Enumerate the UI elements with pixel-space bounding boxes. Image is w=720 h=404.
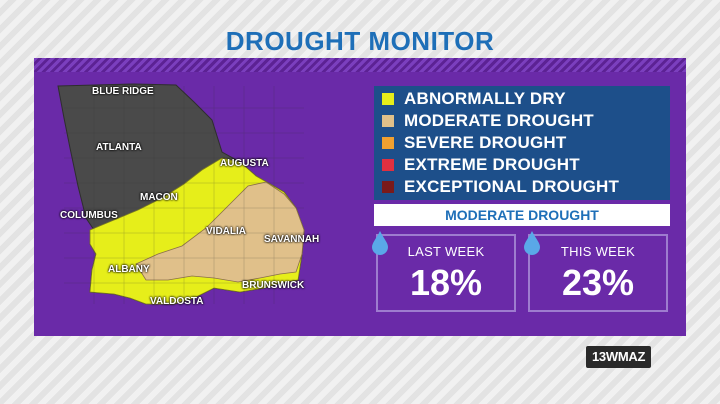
panel-top-stripe (34, 58, 686, 72)
legend-label: ABNORMALLY DRY (404, 89, 566, 108)
water-drop-icon (372, 231, 388, 255)
city-label-augusta: AUGUSTA (220, 158, 269, 169)
city-label-atlanta: ATLANTA (96, 142, 142, 153)
legend-swatch (382, 115, 394, 127)
city-label-macon: MACON (140, 192, 178, 203)
water-drop-icon (524, 231, 540, 255)
stat-value-last-week: 18% (409, 262, 483, 303)
stat-label-last-week: LAST WEEK (407, 244, 485, 259)
legend-swatch (382, 93, 394, 105)
legend-item-moderate-drought: MODERATE DROUGHT (382, 110, 594, 132)
station-logo: 13WMAZ (586, 346, 652, 368)
legend-item-exceptional-drought: EXCEPTIONAL DROUGHT (382, 176, 619, 198)
legend-swatch (382, 137, 394, 149)
drought-legend: ABNORMALLY DRY MODERATE DROUGHT SEVERE D… (374, 86, 670, 200)
city-label-blue-ridge: BLUE RIDGE (92, 86, 154, 97)
georgia-drought-map (57, 83, 305, 305)
map-region-moderate-drought (135, 181, 305, 283)
legend-item-extreme-drought: EXTREME DROUGHT (382, 154, 580, 176)
legend-item-severe-drought: SEVERE DROUGHT (382, 132, 566, 154)
stat-box-last-week: LAST WEEK 18% (372, 231, 516, 312)
legend-item-abnormally-dry: ABNORMALLY DRY (382, 88, 566, 110)
stat-value-this-week: 23% (561, 262, 635, 303)
category-heading: MODERATE DROUGHT (374, 204, 670, 226)
city-label-vidalia: VIDALIA (206, 226, 246, 237)
city-label-brunswick: BRUNSWICK (242, 280, 305, 291)
city-label-albany: ALBANY (108, 264, 150, 275)
legend-label: SEVERE DROUGHT (404, 133, 567, 152)
city-label-savannah: SAVANNAH (264, 234, 320, 245)
legend-swatch (382, 181, 394, 193)
city-label-valdosta: VALDOSTA (150, 296, 204, 307)
legend-swatch (382, 159, 394, 171)
legend-label: MODERATE DROUGHT (404, 111, 594, 130)
main-panel: BLUE RIDGE ATLANTA AUGUSTA MACON COLUMBU… (34, 58, 686, 336)
city-label-columbus: COLUMBUS (60, 210, 118, 221)
legend-label: EXTREME DROUGHT (404, 155, 580, 174)
legend-label: EXCEPTIONAL DROUGHT (404, 177, 620, 196)
stat-box-this-week: THIS WEEK 23% (524, 231, 668, 312)
stat-label-this-week: THIS WEEK (560, 244, 636, 259)
page-title: DROUGHT MONITOR (225, 26, 495, 56)
